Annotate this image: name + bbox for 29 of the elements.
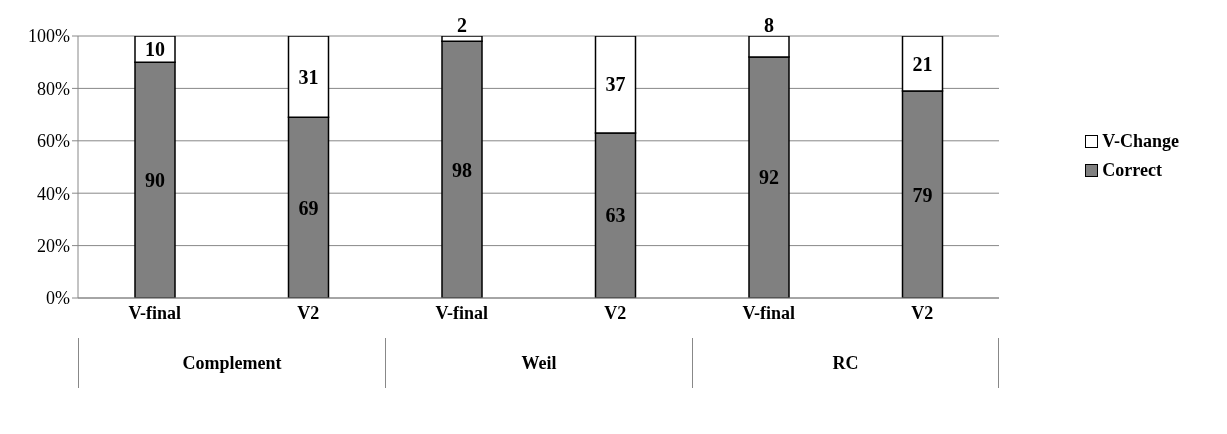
x-tick-label: V-final (435, 302, 489, 323)
y-tick-label: 40% (37, 183, 70, 204)
x-tick-label: V2 (297, 302, 320, 323)
x-tick-label: V2 (604, 302, 627, 323)
y-tick-label: 20% (37, 235, 70, 256)
data-label: 90 (145, 169, 165, 192)
data-label: 21 (912, 52, 933, 75)
data-label: 79 (912, 183, 933, 206)
data-label: 2 (457, 14, 467, 36)
x-tick-label: V-final (742, 302, 796, 323)
data-label: 10 (145, 38, 165, 61)
data-label: 37 (605, 73, 626, 96)
y-tick-label: 60% (37, 131, 70, 152)
text: Complement (78, 338, 385, 388)
x-tick-label: V2 (911, 302, 934, 323)
text: RC (692, 338, 999, 388)
data-label: 63 (605, 204, 626, 227)
legend-label: V-Change (1102, 131, 1179, 152)
y-tick-label: 0% (46, 288, 70, 309)
data-label: 69 (298, 196, 319, 219)
y-tick-label: 100% (28, 26, 70, 47)
data-label: 92 (759, 166, 779, 189)
x-tick-label: V-final (128, 302, 182, 323)
data-label: 31 (298, 65, 319, 88)
data-label: 98 (452, 158, 472, 181)
data-label: 8 (764, 14, 774, 36)
text: Weil (385, 338, 692, 388)
y-tick-label: 80% (37, 78, 70, 99)
legend-label: Correct (1102, 160, 1162, 181)
